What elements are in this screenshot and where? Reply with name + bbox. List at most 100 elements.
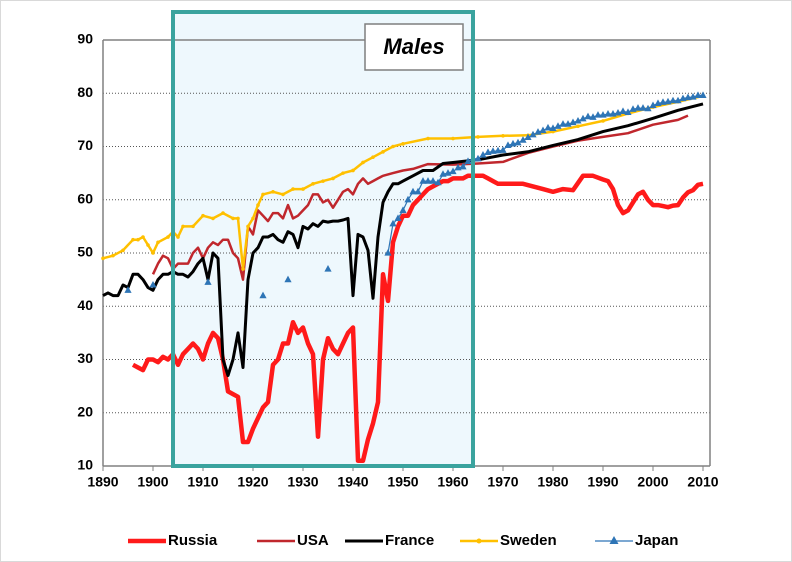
point bbox=[449, 167, 457, 175]
point bbox=[151, 251, 155, 255]
point bbox=[371, 155, 375, 159]
point bbox=[694, 91, 702, 98]
point bbox=[459, 162, 467, 170]
point bbox=[514, 138, 522, 146]
point bbox=[311, 181, 315, 186]
point bbox=[554, 122, 562, 129]
legend-marker bbox=[609, 536, 619, 544]
point bbox=[181, 224, 185, 229]
point bbox=[131, 237, 135, 242]
series-line bbox=[102, 94, 704, 271]
point bbox=[191, 224, 195, 229]
y-tick-label: 60 bbox=[77, 190, 93, 206]
highlight-border bbox=[171, 10, 475, 468]
point bbox=[559, 120, 567, 127]
y-tick-label: 30 bbox=[77, 350, 93, 366]
point bbox=[644, 104, 652, 112]
point bbox=[211, 216, 215, 221]
point bbox=[121, 248, 125, 253]
y-tick-label: 10 bbox=[77, 457, 93, 473]
point bbox=[424, 177, 432, 184]
highlight-region bbox=[173, 12, 473, 466]
point bbox=[494, 146, 502, 154]
y-tick-label: 40 bbox=[77, 297, 93, 313]
point bbox=[136, 237, 140, 242]
point bbox=[124, 286, 132, 293]
point bbox=[301, 187, 305, 191]
x-tick-label: 1890 bbox=[87, 474, 118, 490]
y-tick-label: 90 bbox=[77, 31, 93, 47]
point bbox=[261, 192, 265, 197]
point bbox=[331, 176, 335, 181]
point bbox=[149, 280, 157, 288]
point bbox=[409, 187, 417, 195]
point bbox=[574, 116, 582, 124]
point bbox=[604, 110, 612, 117]
legend-label: Sweden bbox=[500, 532, 557, 549]
point bbox=[381, 150, 385, 154]
point bbox=[166, 235, 170, 239]
point bbox=[476, 135, 480, 139]
point bbox=[281, 192, 285, 197]
series-line bbox=[131, 173, 704, 463]
point bbox=[391, 144, 395, 149]
point bbox=[404, 195, 412, 203]
point bbox=[684, 93, 692, 101]
point bbox=[601, 119, 605, 123]
x-tick-label: 1960 bbox=[437, 474, 468, 490]
point bbox=[394, 214, 402, 221]
point bbox=[539, 126, 547, 134]
point bbox=[351, 168, 355, 173]
point bbox=[401, 142, 405, 146]
point bbox=[501, 134, 505, 138]
point bbox=[141, 235, 145, 239]
y-tick-label: 70 bbox=[77, 137, 93, 153]
point bbox=[291, 187, 295, 191]
x-tick-label: 1900 bbox=[137, 474, 168, 490]
point bbox=[426, 136, 430, 141]
x-tick-label: 1980 bbox=[537, 474, 568, 490]
point bbox=[201, 213, 205, 218]
point bbox=[414, 187, 422, 195]
legend-marker bbox=[476, 538, 482, 544]
x-tick-label: 1940 bbox=[337, 474, 368, 490]
point bbox=[324, 264, 332, 272]
point bbox=[231, 216, 235, 221]
point bbox=[474, 154, 482, 162]
point bbox=[659, 98, 667, 105]
point bbox=[669, 96, 677, 104]
point bbox=[594, 111, 602, 118]
legend-label: Russia bbox=[168, 532, 218, 549]
point bbox=[429, 177, 437, 184]
point bbox=[101, 256, 105, 261]
legend-label: Japan bbox=[635, 532, 678, 549]
annotation: Males bbox=[383, 34, 444, 59]
point bbox=[584, 112, 592, 120]
x-tick-label: 1920 bbox=[237, 474, 268, 490]
point bbox=[399, 206, 407, 213]
point bbox=[146, 243, 150, 247]
x-tick-label: 1930 bbox=[287, 474, 318, 490]
point bbox=[434, 178, 442, 186]
point bbox=[419, 177, 427, 184]
point bbox=[251, 216, 255, 221]
point bbox=[544, 123, 552, 131]
point bbox=[529, 130, 537, 138]
point bbox=[284, 275, 292, 283]
point bbox=[384, 249, 392, 256]
y-tick-label: 50 bbox=[77, 244, 93, 260]
series-line bbox=[151, 114, 689, 281]
point bbox=[111, 253, 115, 258]
x-tick-label: 1950 bbox=[387, 474, 418, 490]
point bbox=[236, 216, 240, 221]
point bbox=[321, 179, 325, 183]
x-tick-label: 2000 bbox=[637, 474, 668, 490]
point bbox=[204, 278, 212, 285]
point bbox=[479, 151, 487, 158]
x-tick-label: 2010 bbox=[687, 474, 718, 490]
point bbox=[156, 240, 160, 245]
point bbox=[176, 235, 180, 239]
point bbox=[341, 171, 345, 175]
